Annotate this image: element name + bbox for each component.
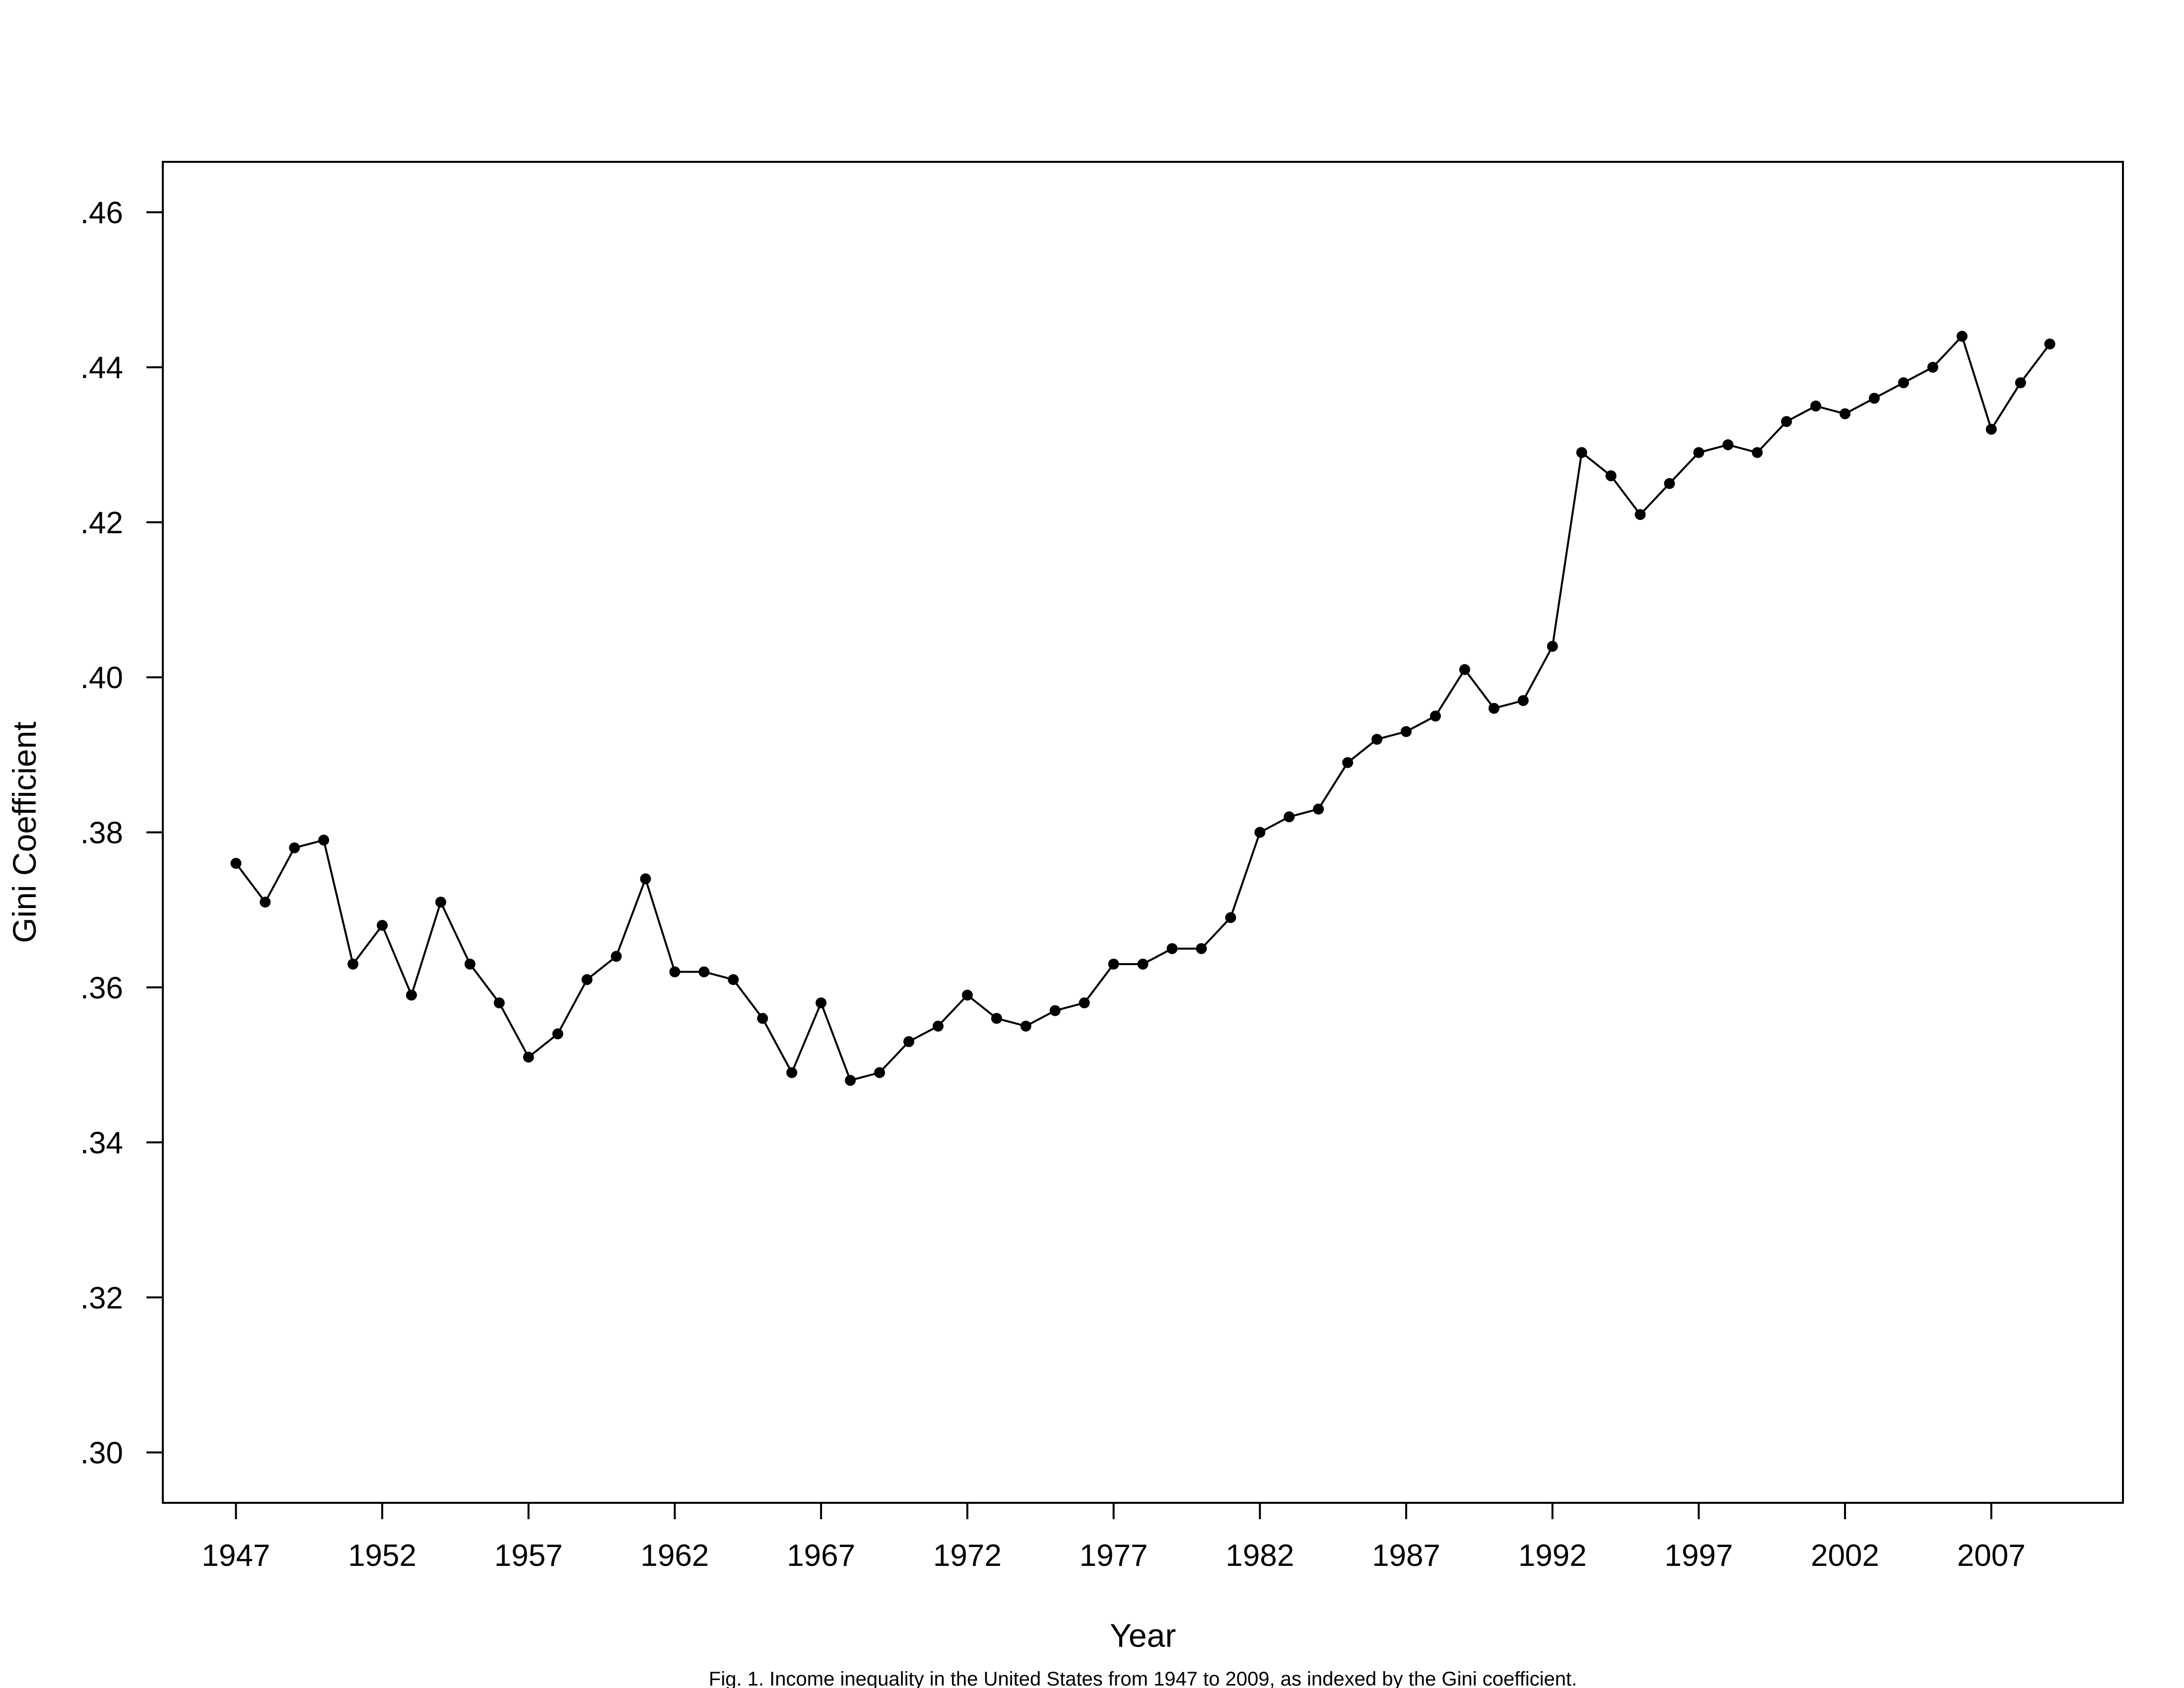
data-point (1284, 811, 1295, 823)
data-point (1166, 943, 1178, 954)
data-point (1079, 997, 1090, 1008)
data-point (1956, 331, 1968, 342)
data-point (1517, 695, 1529, 706)
y-tick-label: .42 (80, 506, 123, 540)
x-tick-label: 2007 (1957, 1539, 2026, 1573)
data-point (991, 1013, 1002, 1024)
data-point (406, 989, 417, 1001)
data-points (230, 331, 2055, 1086)
x-tick-label: 1952 (348, 1539, 416, 1573)
data-point (874, 1067, 886, 1078)
data-point (1605, 470, 1617, 482)
x-tick-label: 1977 (1080, 1539, 1148, 1573)
y-axis: .30 .32 .34 .36 .38 .40 .42 .44 .46 (80, 196, 163, 1471)
data-point (1810, 400, 1822, 412)
x-tick-label: 1982 (1226, 1539, 1294, 1573)
data-point (903, 1036, 914, 1048)
x-axis-title: Year (1110, 1617, 1176, 1654)
data-point (552, 1028, 563, 1040)
data-point (1196, 943, 1207, 954)
data-point (640, 873, 651, 885)
data-point (1225, 912, 1236, 923)
data-point (435, 897, 446, 908)
data-point (845, 1075, 856, 1086)
data-point (1927, 361, 1938, 373)
data-point (493, 997, 505, 1008)
data-point (961, 989, 973, 1001)
data-point (347, 958, 359, 970)
data-point (1137, 958, 1149, 970)
data-point (2044, 338, 2055, 350)
data-point (1313, 803, 1324, 815)
data-point (2015, 377, 2026, 388)
data-point (377, 919, 388, 931)
data-point (698, 966, 710, 978)
data-point (1693, 447, 1705, 458)
data-point (1722, 439, 1734, 450)
y-axis-title: Gini Coefficient (6, 721, 43, 943)
data-point (1400, 726, 1412, 737)
data-point (1781, 416, 1792, 427)
x-tick-label: 2002 (1811, 1539, 1879, 1573)
data-point (1752, 447, 1763, 458)
data-point (1547, 640, 1558, 652)
data-point (581, 974, 593, 985)
data-point (1840, 408, 1851, 420)
y-tick-label: .36 (80, 971, 123, 1005)
x-tick-label: 1947 (202, 1539, 270, 1573)
data-point (523, 1052, 534, 1063)
data-point (464, 958, 476, 970)
data-point (260, 897, 271, 908)
data-point (1254, 827, 1266, 838)
data-point (289, 842, 300, 853)
x-tick-label: 1997 (1664, 1539, 1733, 1573)
data-point (1576, 447, 1587, 458)
data-point (1985, 423, 1997, 435)
data-point (1635, 509, 1646, 520)
y-tick-label: .32 (80, 1281, 123, 1315)
y-tick-label: .34 (80, 1126, 123, 1160)
data-point (1020, 1020, 1031, 1032)
data-point (1898, 377, 1909, 388)
figure-caption: Fig. 1. Income inequality in the United … (709, 1668, 1577, 1688)
x-tick-label: 1967 (787, 1539, 855, 1573)
y-tick-label: .38 (80, 816, 123, 850)
y-tick-label: .40 (80, 661, 123, 695)
data-point (318, 835, 330, 846)
data-point (1430, 710, 1441, 722)
x-axis: 1947 1952 1957 1962 1967 1972 1977 1982 1987 1992… (202, 1503, 2026, 1573)
data-point (1342, 757, 1354, 768)
x-tick-label: 1957 (494, 1539, 563, 1573)
data-point (611, 951, 622, 962)
data-point (932, 1020, 944, 1032)
data-point (1869, 393, 1880, 404)
data-point (1371, 734, 1383, 745)
data-point (757, 1013, 768, 1024)
y-tick-label: .30 (80, 1436, 123, 1471)
data-point (816, 997, 827, 1008)
y-tick-label: .46 (80, 196, 123, 230)
data-point (786, 1067, 798, 1078)
data-point (1664, 478, 1675, 489)
data-point (1049, 1005, 1061, 1016)
data-point (230, 857, 242, 869)
data-point (728, 974, 739, 985)
x-tick-label: 1987 (1372, 1539, 1440, 1573)
x-tick-label: 1972 (933, 1539, 1002, 1573)
x-tick-label: 1962 (640, 1539, 709, 1573)
data-point (669, 966, 681, 978)
data-point (1459, 664, 1470, 675)
data-point (1108, 958, 1119, 970)
x-tick-label: 1992 (1518, 1539, 1587, 1573)
y-tick-label: .44 (80, 351, 123, 385)
data-point (1488, 703, 1500, 714)
